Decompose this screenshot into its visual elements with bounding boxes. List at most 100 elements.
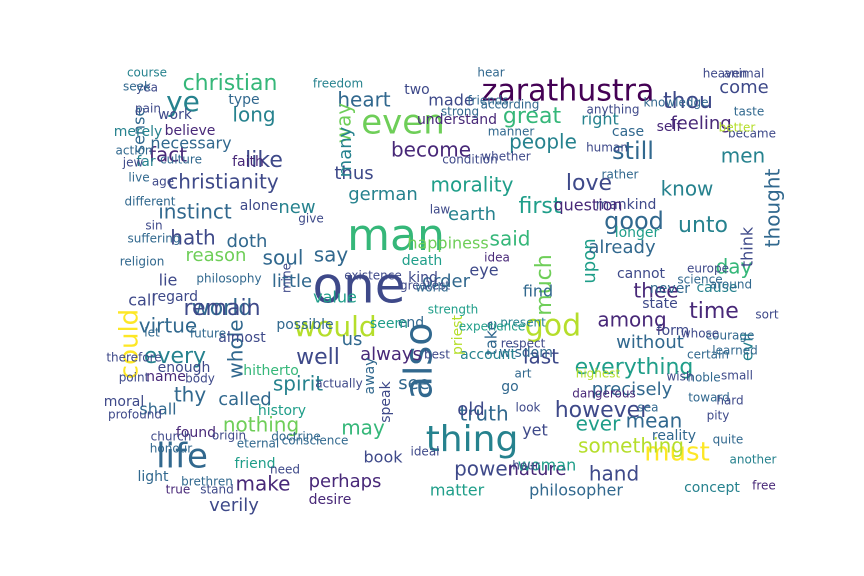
- word: hour: [512, 459, 540, 473]
- word: doctrine: [271, 430, 321, 444]
- word: last: [523, 345, 559, 369]
- word: conscience: [282, 434, 349, 448]
- word: among: [597, 308, 666, 332]
- word: became: [728, 127, 776, 141]
- word: yea: [136, 81, 158, 95]
- word: question: [553, 196, 622, 215]
- word: hear: [477, 66, 504, 80]
- word: earth: [448, 204, 496, 225]
- word: upon: [579, 238, 600, 283]
- word: seem: [370, 316, 408, 332]
- word: death: [402, 253, 442, 269]
- word: point: [119, 371, 150, 385]
- word: little: [272, 271, 312, 292]
- word: every: [144, 344, 206, 369]
- word: sea: [638, 401, 659, 415]
- word: age: [152, 175, 174, 189]
- word: reason: [186, 245, 247, 266]
- word: strength: [428, 303, 479, 317]
- word: sin: [145, 219, 162, 233]
- word: heart: [337, 88, 390, 112]
- word: truth: [459, 402, 508, 426]
- word: speak: [378, 380, 394, 422]
- word: art: [515, 367, 532, 381]
- word: account: [460, 347, 516, 363]
- word: god: [525, 309, 581, 344]
- word: order: [422, 271, 471, 292]
- word: mean: [626, 409, 683, 433]
- word: book: [364, 448, 404, 467]
- word: said: [490, 227, 531, 251]
- word: spirit: [273, 372, 323, 396]
- word: far: [136, 154, 156, 170]
- word: mankind: [596, 197, 657, 213]
- word: respect: [501, 337, 546, 351]
- word: love: [566, 171, 612, 196]
- word: hitherto: [243, 363, 299, 379]
- word: church: [151, 430, 192, 444]
- word: freedom: [313, 77, 363, 91]
- word: called: [218, 389, 271, 410]
- word: cause: [696, 280, 737, 296]
- word: seek: [123, 80, 151, 94]
- word: necessary: [150, 134, 231, 153]
- word: friends: [467, 94, 508, 108]
- word: need: [270, 463, 300, 477]
- word: thus: [334, 163, 373, 184]
- word: let: [144, 326, 160, 340]
- word: possible: [276, 317, 333, 333]
- word: still: [612, 137, 654, 165]
- word: great: [503, 104, 562, 129]
- word: condition: [442, 153, 497, 167]
- word: thou: [663, 89, 713, 114]
- word: german: [348, 184, 418, 205]
- word: first: [519, 194, 562, 219]
- word: whole: [224, 319, 248, 378]
- word: learned: [712, 344, 757, 358]
- word: without: [616, 332, 684, 353]
- word: believe: [165, 123, 216, 139]
- word: end: [398, 315, 424, 331]
- word: therefore: [106, 351, 161, 365]
- word: doth: [227, 231, 268, 252]
- word: also: [397, 323, 441, 400]
- word: future: [190, 327, 226, 341]
- word: culture: [160, 153, 202, 167]
- word: rather: [602, 168, 639, 182]
- word: good: [604, 207, 664, 235]
- word: brethren: [181, 475, 233, 489]
- word: whether: [481, 150, 530, 164]
- word: case: [612, 124, 644, 140]
- word: friend: [235, 456, 276, 472]
- word: according: [481, 98, 540, 112]
- word: hand: [589, 462, 639, 486]
- word: experience: [459, 320, 526, 334]
- word: look: [516, 401, 541, 415]
- word: merely: [114, 124, 163, 140]
- word: quite: [713, 433, 744, 447]
- word: day: [716, 255, 753, 279]
- word: thy: [174, 383, 207, 407]
- word: way: [332, 103, 356, 144]
- word: taste: [734, 105, 764, 119]
- word: sense: [130, 107, 149, 154]
- word: would: [293, 310, 376, 343]
- word: find: [523, 282, 553, 301]
- word: away: [362, 358, 378, 395]
- word: life: [156, 437, 208, 477]
- word: hath: [170, 226, 215, 250]
- word: understand: [417, 112, 497, 128]
- word: perhaps: [309, 471, 382, 492]
- word: world: [415, 281, 448, 295]
- word: knowledge: [643, 96, 708, 110]
- word: shall: [139, 400, 176, 419]
- word: verily: [209, 495, 259, 516]
- word: matter: [430, 481, 485, 500]
- word: wish: [666, 370, 693, 384]
- word: could: [115, 309, 145, 379]
- word: everything: [575, 355, 694, 380]
- word: religion: [120, 255, 165, 269]
- word: kind: [408, 270, 438, 286]
- word: name: [146, 369, 186, 385]
